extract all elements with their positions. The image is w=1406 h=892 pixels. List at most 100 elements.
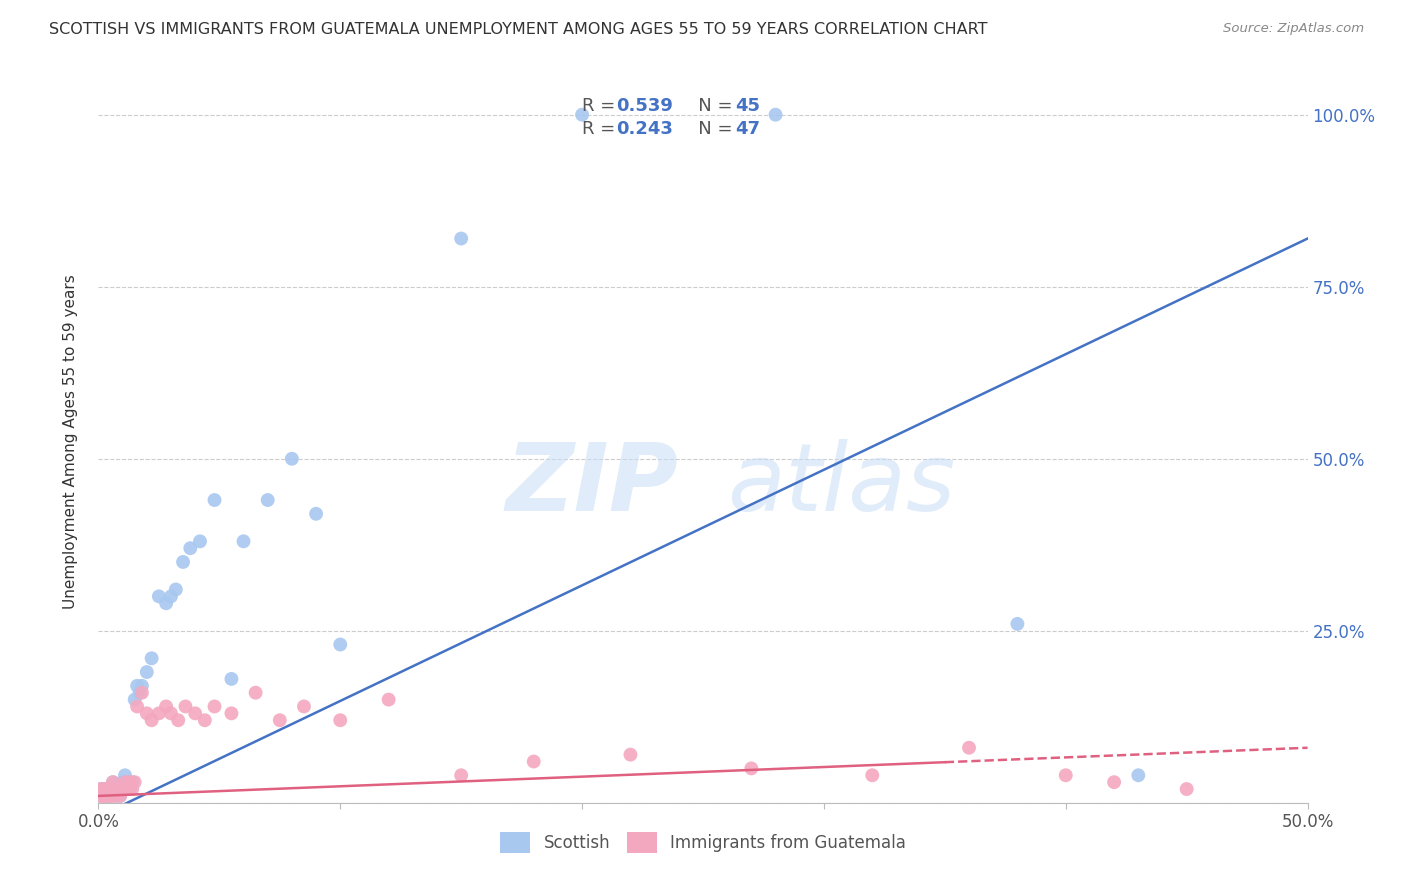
Point — [148, 590, 170, 604]
Y-axis label: Unemployment Among Ages 55 to 59 years: Unemployment Among Ages 55 to 59 years — [63, 274, 77, 609]
Point — [131, 679, 153, 693]
Text: 0.243: 0.243 — [616, 120, 673, 137]
Point — [127, 679, 149, 693]
Point — [107, 782, 129, 797]
Point — [221, 672, 243, 686]
Point — [107, 782, 129, 797]
Point — [305, 507, 328, 521]
Point — [141, 651, 163, 665]
Point — [124, 775, 146, 789]
Point — [194, 713, 217, 727]
Point — [90, 789, 112, 803]
Point — [221, 706, 243, 721]
Point — [160, 590, 183, 604]
Point — [124, 692, 146, 706]
Point — [94, 782, 117, 797]
Point — [135, 706, 157, 721]
Point — [117, 775, 139, 789]
Point — [450, 768, 472, 782]
Point — [957, 740, 980, 755]
Point — [450, 231, 472, 245]
Point — [377, 692, 399, 706]
Point — [1054, 768, 1077, 782]
Point — [121, 775, 143, 789]
Point — [292, 699, 315, 714]
Point — [204, 493, 226, 508]
Point — [100, 789, 122, 803]
Point — [131, 686, 153, 700]
Point — [121, 782, 143, 797]
Point — [179, 541, 201, 556]
Text: R =: R = — [582, 120, 621, 137]
Point — [90, 782, 112, 797]
Point — [167, 713, 190, 727]
Point — [94, 789, 117, 803]
Point — [100, 782, 122, 797]
Text: ZIP: ZIP — [506, 439, 679, 531]
Point — [97, 782, 120, 797]
Point — [523, 755, 546, 769]
Point — [174, 699, 197, 714]
Text: 47: 47 — [735, 120, 761, 137]
Point — [329, 713, 352, 727]
Point — [155, 596, 177, 610]
Text: 0.539: 0.539 — [616, 97, 673, 115]
Text: SCOTTISH VS IMMIGRANTS FROM GUATEMALA UNEMPLOYMENT AMONG AGES 55 TO 59 YEARS COR: SCOTTISH VS IMMIGRANTS FROM GUATEMALA UN… — [49, 22, 987, 37]
Point — [101, 782, 124, 797]
Point — [155, 699, 177, 714]
Text: Source: ZipAtlas.com: Source: ZipAtlas.com — [1223, 22, 1364, 36]
Point — [108, 789, 131, 803]
Text: R =: R = — [582, 97, 621, 115]
Point — [97, 789, 120, 803]
Point — [91, 789, 114, 803]
Point — [111, 782, 134, 797]
Point — [135, 665, 157, 679]
Point — [188, 534, 211, 549]
Point — [1007, 616, 1029, 631]
Point — [101, 775, 124, 789]
Point — [90, 782, 112, 797]
Point — [91, 789, 114, 803]
Point — [91, 782, 114, 797]
Point — [100, 789, 122, 803]
Point — [90, 789, 112, 803]
Point — [114, 775, 136, 789]
Point — [740, 761, 762, 775]
Point — [141, 713, 163, 727]
Text: 45: 45 — [735, 97, 761, 115]
Point — [104, 789, 127, 803]
Text: N =: N = — [682, 120, 738, 137]
Point — [97, 789, 120, 803]
Point — [111, 775, 134, 789]
Point — [765, 108, 787, 122]
Point — [108, 789, 131, 803]
Point — [94, 789, 117, 803]
Point — [97, 782, 120, 797]
Point — [148, 706, 170, 721]
Point — [1102, 775, 1125, 789]
Point — [329, 638, 352, 652]
Point — [269, 713, 291, 727]
Point — [232, 534, 254, 549]
Point — [184, 706, 207, 721]
Point — [1175, 782, 1198, 797]
Point — [160, 706, 183, 721]
Point — [128, 686, 150, 700]
Text: atlas: atlas — [727, 440, 956, 531]
Point — [118, 782, 141, 797]
Point — [94, 782, 117, 797]
Legend: Scottish, Immigrants from Guatemala: Scottish, Immigrants from Guatemala — [494, 826, 912, 860]
Point — [619, 747, 641, 762]
Point — [1128, 768, 1150, 782]
Point — [860, 768, 883, 782]
Point — [91, 782, 114, 797]
Point — [165, 582, 187, 597]
Point — [172, 555, 194, 569]
Point — [571, 108, 593, 122]
Point — [281, 451, 304, 466]
Point — [204, 699, 226, 714]
Point — [100, 782, 122, 797]
Text: N =: N = — [682, 97, 738, 115]
Point — [118, 775, 141, 789]
Point — [245, 686, 267, 700]
